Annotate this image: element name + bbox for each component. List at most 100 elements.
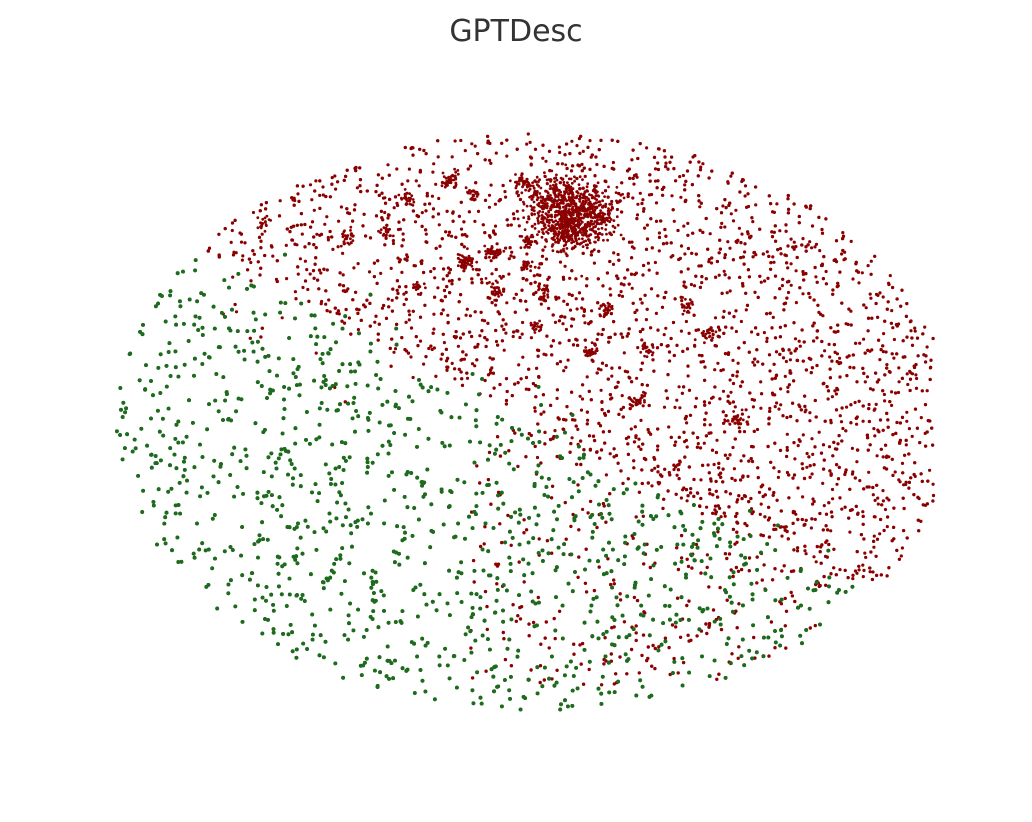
red-point (662, 405, 667, 409)
red-point (812, 321, 816, 325)
red-point (551, 313, 555, 317)
red-point (780, 569, 784, 573)
red-point (743, 194, 747, 198)
red-cluster-point (571, 208, 575, 211)
red-cluster-point (533, 179, 537, 183)
red-cluster-point (582, 231, 586, 234)
red-cluster-point (604, 202, 608, 206)
red-point (925, 430, 929, 434)
red-point (411, 209, 415, 213)
red-point (615, 385, 619, 389)
red-point (759, 502, 763, 506)
red-point (466, 167, 470, 171)
red-point (550, 353, 554, 357)
red-point (777, 470, 781, 474)
red-point (567, 338, 571, 343)
red-point (374, 190, 378, 194)
red-cluster-point (466, 247, 469, 251)
red-point (604, 363, 609, 368)
red-point (673, 443, 677, 447)
red-cluster-point (536, 322, 539, 325)
red-cluster-point (583, 207, 587, 211)
red-cluster-point (545, 220, 549, 224)
red-point (694, 252, 698, 256)
red-point (691, 431, 695, 435)
red-cluster-point (464, 264, 467, 268)
red-point (733, 437, 737, 441)
red-point (931, 499, 935, 503)
red-point (368, 236, 373, 240)
red-point (745, 205, 749, 209)
red-point (689, 487, 693, 491)
red-point (459, 200, 463, 204)
red-point (795, 255, 799, 260)
red-point (849, 323, 853, 327)
red-point (617, 293, 621, 297)
red-point (562, 299, 566, 303)
red-point (386, 216, 390, 220)
red-point (785, 296, 789, 300)
red-point (432, 327, 436, 331)
red-point (798, 344, 802, 348)
red-point (423, 303, 427, 307)
red-point (445, 285, 449, 289)
red-point (489, 183, 493, 187)
red-cluster-point (593, 190, 597, 194)
red-point (623, 276, 627, 280)
red-cluster-point (546, 295, 550, 299)
red-point (834, 239, 839, 243)
red-point (792, 441, 796, 445)
red-point (474, 181, 478, 185)
red-point (473, 197, 477, 201)
red-point (292, 203, 296, 207)
red-point (617, 191, 621, 196)
red-point (892, 356, 896, 360)
red-point (483, 378, 487, 383)
red-point (406, 351, 411, 355)
red-point (457, 367, 461, 371)
red-point (634, 173, 638, 177)
red-point (872, 408, 876, 412)
red-point (487, 205, 491, 209)
red-cluster-point (642, 390, 645, 394)
red-point (358, 166, 362, 170)
red-point (402, 218, 406, 222)
red-point (534, 384, 538, 388)
red-cluster-point (535, 241, 539, 245)
red-point (496, 343, 500, 347)
red-point (637, 437, 641, 441)
red-cluster-point (740, 408, 744, 412)
red-cluster-point (578, 212, 582, 215)
red-point (698, 285, 703, 289)
red-point (723, 253, 727, 257)
red-point (498, 382, 502, 387)
red-cluster-point (569, 212, 573, 216)
red-point (476, 209, 481, 213)
red-point (374, 314, 378, 318)
red-point (326, 235, 330, 240)
red-cluster-point (391, 234, 395, 238)
red-point (792, 240, 796, 244)
red-point (775, 202, 779, 206)
red-cluster-point (551, 227, 554, 231)
red-point (217, 232, 221, 236)
red-point (341, 251, 345, 255)
red-point (629, 427, 633, 431)
red-point (689, 282, 694, 287)
red-point (312, 243, 316, 247)
red-point (773, 405, 777, 409)
red-point (390, 337, 394, 341)
red-cluster-point (555, 222, 559, 226)
red-point (318, 179, 322, 183)
red-point (480, 329, 484, 333)
red-point (442, 341, 446, 345)
red-cluster-point (633, 396, 636, 400)
red-point (240, 258, 244, 262)
red-point (599, 368, 603, 372)
red-cluster-point (538, 192, 542, 195)
red-point (882, 392, 887, 397)
red-point (855, 380, 859, 384)
red-point (259, 335, 263, 339)
red-point (501, 318, 505, 322)
red-point (340, 319, 344, 323)
